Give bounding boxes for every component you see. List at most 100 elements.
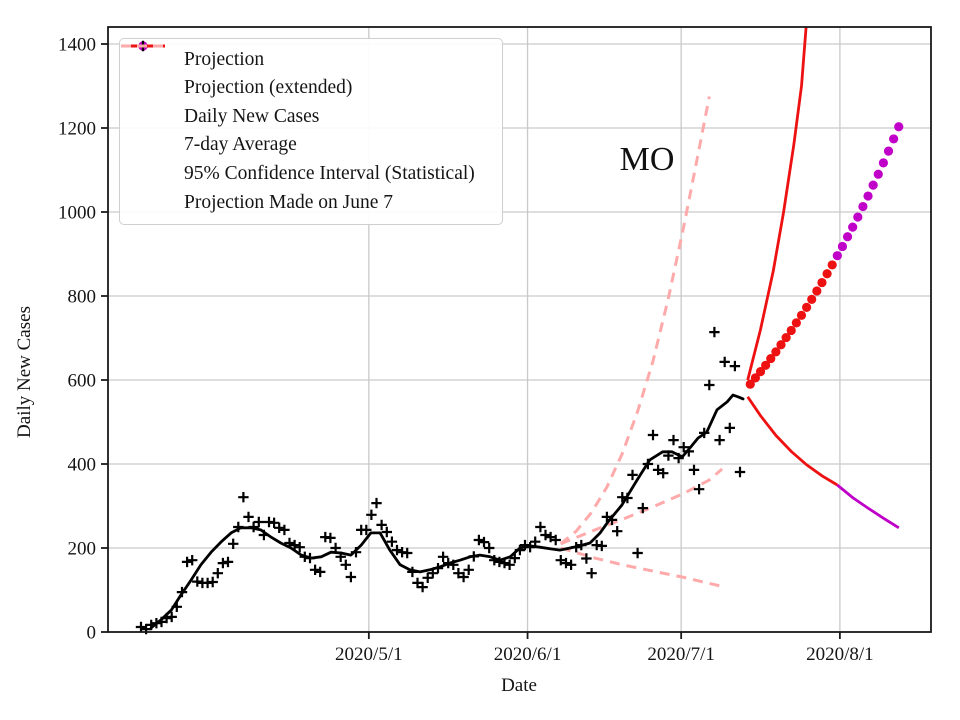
daily-cases-plus-marker [238, 492, 249, 503]
daily-cases-plus-marker [709, 326, 720, 338]
daily-cases-plus-marker [391, 544, 403, 556]
june7-dashed-line [559, 96, 711, 545]
daily-cases-plus-marker [489, 555, 500, 566]
daily-cases-plus-marker [729, 360, 741, 372]
y-tick-label: 800 [68, 287, 97, 308]
legend-item-label: 7-day Average [184, 134, 297, 156]
y-tick-label: 0 [87, 623, 97, 644]
daily-cases-plus-marker [427, 568, 438, 579]
daily-cases-plus-marker [530, 536, 541, 547]
daily-cases-plus-marker [463, 564, 474, 575]
daily-cases-plus-marker [289, 539, 300, 551]
daily-cases-plus-marker [381, 526, 392, 538]
daily-cases-plus-marker [586, 568, 597, 579]
daily-cases-plus-marker [366, 509, 377, 520]
projection-dot [776, 340, 786, 350]
legend-item: Projection (extended) [120, 41, 502, 103]
projection-dot [796, 310, 807, 320]
daily-cases-plus-marker [565, 559, 577, 570]
daily-cases-plus-marker [622, 492, 633, 504]
daily-cases-plus-marker [207, 576, 218, 588]
legend-item-label: Projection (extended) [184, 77, 353, 99]
daily-cases-plus-marker [233, 521, 244, 533]
legend-item: 7-day Average [120, 44, 502, 160]
daily-cases-plus-marker [432, 563, 444, 574]
daily-new-cases-markers [135, 326, 746, 635]
daily-cases-plus-marker [524, 542, 536, 553]
daily-cases-plus-marker [550, 534, 561, 546]
legend-item: Projection [120, 41, 502, 74]
projection-extended-dot [842, 232, 853, 242]
daily-cases-plus-marker [734, 466, 746, 478]
daily-cases-plus-marker [540, 529, 551, 541]
projection-extended-dot [868, 180, 878, 190]
daily-cases-plus-marker [683, 446, 694, 457]
projection-extended-dot [858, 201, 868, 212]
daily-cases-plus-marker [437, 551, 449, 562]
daily-cases-plus-marker [315, 566, 326, 578]
projection-dot [771, 347, 781, 357]
y-tick-label: 200 [68, 539, 97, 560]
daily-cases-plus-marker [606, 514, 618, 526]
daily-cases-plus-marker [663, 450, 674, 461]
projection-dot [812, 286, 822, 296]
daily-cases-plus-marker [514, 544, 526, 556]
daily-cases-plus-marker [171, 601, 182, 612]
daily-cases-plus-marker [176, 586, 188, 598]
projection-dot [755, 367, 766, 377]
projection-dot [817, 277, 827, 288]
daily-cases-plus-marker [181, 556, 193, 568]
x-tick-label: 2020/8/1 [806, 644, 874, 665]
daily-cases-plus-marker [596, 540, 607, 552]
daily-cases-plus-marker [668, 434, 679, 446]
projection-extended-dot [837, 241, 848, 252]
legend-item: Daily New Cases [120, 40, 502, 131]
plot-border [107, 26, 932, 633]
projection-extended-dot [863, 191, 873, 201]
daily-cases-plus-marker [714, 434, 725, 446]
y-tick-label: 1200 [58, 119, 96, 140]
ci-lower-extended-line [836, 483, 900, 529]
daily-cases-plus-marker [632, 547, 643, 559]
daily-cases-plus-marker [212, 568, 223, 579]
daily-cases-plus-marker [151, 618, 162, 629]
legend-item-label: Projection Made on June 7 [184, 191, 394, 213]
daily-cases-plus-marker [499, 557, 510, 569]
daily-cases-plus-marker [350, 547, 362, 558]
daily-cases-plus-marker [637, 502, 648, 514]
x-tick-label: 2020/5/1 [335, 644, 403, 665]
daily-cases-plus-marker [135, 621, 147, 633]
daily-cases-plus-marker [642, 458, 654, 470]
daily-cases-plus-marker [509, 552, 520, 564]
legend-item-label: Projection [184, 48, 265, 70]
daily-cases-plus-marker [161, 612, 172, 624]
daily-cases-plus-marker [217, 557, 229, 569]
seven-day-average-line [149, 393, 745, 630]
daily-cases-plus-marker [309, 564, 321, 575]
daily-cases-plus-marker [335, 551, 346, 562]
daily-cases-plus-marker [484, 542, 495, 554]
daily-cases-plus-marker [719, 356, 730, 368]
daily-cases-plus-marker [560, 557, 572, 569]
daily-cases-plus-marker [519, 539, 531, 551]
legend: Projection Projection (extended) Daily New… [119, 38, 503, 225]
legend-item-label: Daily New Cases [184, 105, 320, 127]
projection-dot [827, 260, 837, 270]
daily-cases-plus-marker [422, 572, 433, 583]
legend-item: Projection Made on June 7 [120, 44, 502, 217]
daily-cases-plus-marker [468, 551, 479, 562]
daily-cases-plus-marker [704, 379, 715, 391]
daily-cases-plus-marker [448, 559, 459, 570]
daily-cases-plus-marker [340, 559, 351, 570]
daily-cases-plus-marker [284, 537, 295, 549]
x-axis-label: Date [501, 675, 537, 696]
daily-cases-plus-marker [386, 536, 398, 547]
axis-ticks [101, 43, 841, 639]
daily-cases-plus-marker [478, 536, 490, 548]
daily-cases-plus-marker [724, 422, 735, 434]
projection-dot [750, 373, 761, 383]
projection-dot [761, 360, 771, 370]
daily-cases-plus-marker [443, 557, 454, 569]
x-tick-label: 2020/6/1 [494, 644, 562, 665]
legend-item: 95% Confidence Interval (Statistical) [120, 44, 502, 188]
